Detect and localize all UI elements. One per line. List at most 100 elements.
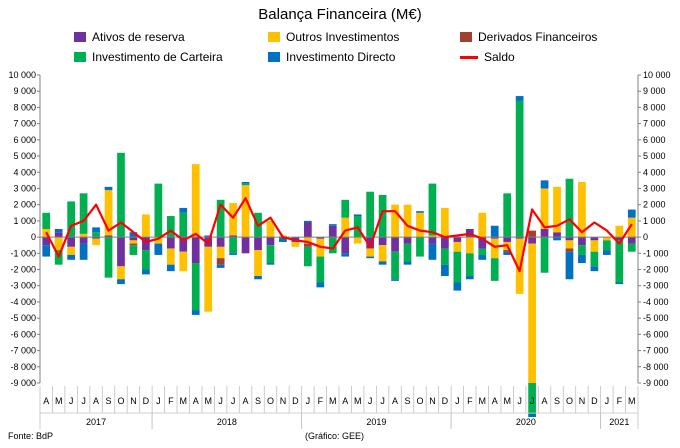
- bar-investimento-de-carteira: [92, 232, 100, 238]
- bar-investimento-de-carteira: [129, 245, 138, 255]
- bar-investimento-de-carteira: [42, 212, 51, 229]
- bar-ativos-de-reserva: [216, 237, 225, 247]
- bar-investimento-directo: [403, 261, 412, 265]
- bar-outros-investimentos: [79, 233, 88, 238]
- x-tick-label: M: [628, 396, 636, 406]
- y-tick-label-right: -3 000: [643, 281, 669, 291]
- bar-ativos-de-reserva: [316, 237, 325, 239]
- legend-label-investimento-directo: Investimento Directo: [286, 50, 396, 64]
- bar-outros-investimentos: [92, 238, 100, 246]
- bar-ativos-de-reserva: [578, 237, 586, 246]
- bar-investimento-de-carteira: [229, 237, 237, 254]
- bar-ativos-de-reserva: [117, 237, 125, 267]
- bar-investimento-de-carteira: [341, 199, 350, 218]
- bar-investimento-de-carteira: [602, 240, 611, 251]
- y-tick-label-left: 1 000: [13, 216, 36, 226]
- x-tick-label: F: [168, 396, 174, 406]
- chart-title: Balança Financeira (M€): [258, 6, 422, 23]
- bar-investimento-directo: [428, 243, 437, 260]
- bar-investimento-directo: [67, 254, 76, 260]
- x-tick-label: J: [517, 396, 522, 406]
- bar-investimento-de-carteira: [578, 245, 586, 255]
- y-tick-label-right: 2 000: [643, 200, 666, 210]
- bar-derivados-financeiros: [303, 243, 312, 247]
- x-tick-label: A: [392, 396, 398, 406]
- bar-ativos-de-reserva: [142, 237, 150, 251]
- bar-investimento-directo: [117, 279, 125, 285]
- x-tick-label: J: [306, 396, 311, 406]
- bar-investimento-directo: [578, 254, 586, 264]
- bar-investimento-de-carteira: [403, 243, 412, 262]
- x-tick-label: A: [243, 396, 249, 406]
- bar-investimento-de-carteira: [590, 251, 599, 267]
- bar-investimento-directo: [254, 276, 262, 280]
- bar-investimento-directo: [142, 269, 150, 275]
- y-tick-label-left: 9 000: [13, 86, 36, 96]
- y-tick-label-left: 6 000: [13, 135, 36, 145]
- credit-note: (Gráfico: GEE): [305, 431, 365, 441]
- legend-swatch-investimento-de-carteira: [74, 52, 86, 62]
- bar-ativos-de-reserva: [366, 237, 375, 249]
- bar-outros-investimentos: [117, 266, 125, 280]
- bar-investimento-de-carteira: [453, 251, 462, 283]
- y-tick-label-right: 3 000: [643, 183, 666, 193]
- bar-derivados-financeiros: [216, 258, 225, 265]
- x-tick-label: J: [231, 396, 236, 406]
- bar-investimento-directo: [129, 232, 138, 238]
- bar-investimento-directo: [303, 220, 312, 223]
- bar-outros-investimentos: [391, 204, 399, 238]
- x-tick-label: M: [204, 396, 212, 406]
- bar-ativos-de-reserva: [540, 229, 549, 238]
- bar-outros-investimentos: [378, 245, 387, 262]
- bar-derivados-financeiros: [565, 248, 574, 252]
- bar-investimento-de-carteira: [179, 212, 188, 238]
- y-tick-label-left: -1 000: [10, 248, 36, 258]
- bar-ativos-de-reserva: [490, 237, 499, 239]
- bar-investimento-de-carteira: [142, 250, 150, 270]
- bar-ativos-de-reserva: [453, 237, 462, 242]
- bar-derivados-financeiros: [129, 243, 138, 246]
- bar-investimento-de-carteira: [416, 237, 424, 257]
- x-tick-label: O: [117, 396, 124, 406]
- bar-ativos-de-reserva: [615, 237, 624, 241]
- x-tick-label: M: [503, 396, 511, 406]
- bar-ativos-de-reserva: [67, 237, 76, 247]
- y-tick-label-right: 4 000: [643, 167, 666, 177]
- bar-ativos-de-reserva: [191, 237, 200, 264]
- bar-investimento-de-carteira: [303, 246, 312, 267]
- bar-outros-investimentos: [465, 237, 474, 254]
- bar-ativos-de-reserva: [403, 237, 412, 244]
- bar-outros-investimentos: [478, 212, 487, 238]
- bar-investimento-de-carteira: [79, 193, 88, 234]
- bar-investimento-de-carteira: [378, 194, 387, 238]
- bar-investimento-de-carteira: [366, 191, 375, 238]
- bar-outros-investimentos: [67, 246, 76, 255]
- bar-investimento-directo: [341, 253, 350, 257]
- bar-outros-investimentos: [254, 250, 262, 277]
- y-tick-label-right: -9 000: [643, 378, 669, 388]
- legend-swatch-derivados-financeiros: [460, 32, 472, 42]
- bar-investimento-de-carteira: [515, 100, 524, 238]
- x-tick-label: A: [342, 396, 348, 406]
- bar-investimento-de-carteira: [391, 251, 399, 280]
- bar-investimento-directo: [92, 227, 100, 233]
- x-tick-label: N: [280, 396, 287, 406]
- bar-outros-investimentos: [540, 188, 549, 229]
- y-tick-label-left: -4 000: [10, 297, 36, 307]
- bar-investimento-de-carteira: [104, 237, 113, 278]
- bar-investimento-directo: [553, 237, 561, 241]
- x-year-label: 2019: [366, 417, 386, 427]
- bar-outros-investimentos: [291, 241, 300, 247]
- x-tick-label: D: [292, 396, 299, 406]
- x-tick-label: J: [81, 396, 86, 406]
- bar-outros-investimentos: [104, 190, 113, 236]
- bar-investimento-de-carteira: [528, 383, 536, 414]
- bar-investimento-de-carteira: [67, 201, 76, 238]
- bar-investimento-de-carteira: [166, 216, 175, 238]
- bar-investimento-directo: [378, 261, 387, 265]
- legend-item-outros-investimentos: Outros Investimentos: [268, 30, 399, 44]
- y-tick-label-right: 10 000: [643, 70, 671, 80]
- bar-investimento-directo: [204, 235, 213, 238]
- y-tick-label-left: 8 000: [13, 102, 36, 112]
- bar-ativos-de-reserva: [391, 237, 399, 252]
